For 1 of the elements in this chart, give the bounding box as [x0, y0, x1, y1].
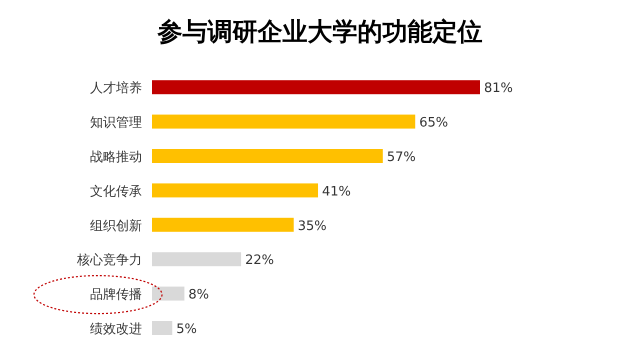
title: 参与调研企业大学的功能定位 [158, 17, 482, 46]
